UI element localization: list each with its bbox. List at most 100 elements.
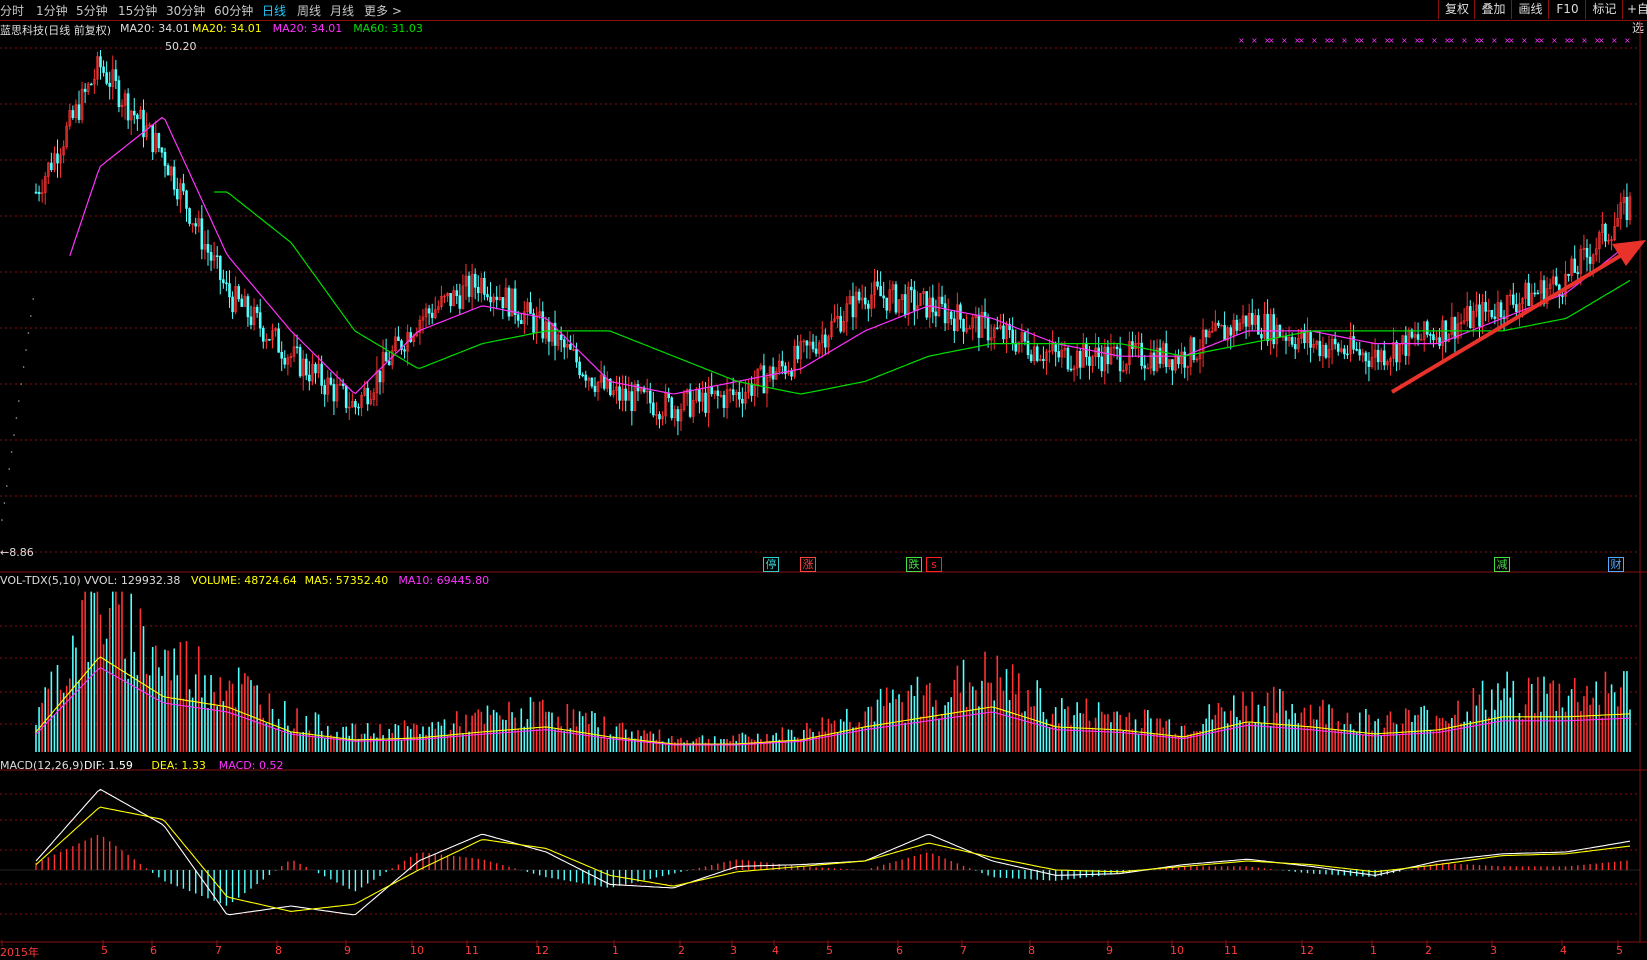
candle-body — [65, 125, 69, 148]
candle-body — [922, 291, 925, 294]
candle-body — [102, 66, 105, 73]
candle-body — [50, 162, 53, 170]
period-tab-6[interactable]: 日线 — [262, 4, 287, 18]
macd-dea-line — [35, 806, 1631, 912]
period-tab-9[interactable]: 更多 > — [364, 4, 402, 18]
signal-marker: × — [1568, 36, 1575, 45]
signal-marker: × — [1281, 36, 1288, 45]
candle-body — [716, 390, 720, 396]
toolbar-button-1[interactable]: 叠加 — [1474, 0, 1512, 19]
candle-body — [43, 176, 47, 193]
period-tab-7[interactable]: 周线 — [297, 4, 322, 18]
candle-body — [1171, 359, 1174, 371]
signal-marker: × — [1238, 36, 1245, 45]
candle-body — [885, 297, 889, 311]
period-toolbar: 分时 1分钟 5分钟 15分钟 30分钟 60分钟 日线 周线 月线 更多 > 复权 叠加 画线 F10… — [0, 0, 1647, 35]
candle-body — [652, 402, 655, 416]
candle-body — [1180, 351, 1183, 365]
candle-body — [1128, 341, 1131, 365]
candle-body — [1376, 349, 1380, 363]
x-label-10: 2 — [678, 944, 685, 957]
macd-dif-line — [35, 788, 1631, 916]
candle-body — [34, 191, 38, 194]
candle-body — [510, 288, 514, 317]
candle-body — [1060, 349, 1064, 358]
period-tab-5[interactable]: 60分钟 — [214, 4, 254, 18]
candle-body — [1201, 329, 1205, 354]
candle-body — [940, 296, 944, 304]
candle-body — [624, 388, 627, 401]
candle-body — [1349, 336, 1352, 355]
toolbar-button-3[interactable]: F10 — [1548, 0, 1586, 19]
candle-body — [108, 82, 112, 87]
x-label-2: 6 — [150, 944, 157, 957]
candle-body — [1318, 340, 1322, 357]
candle-body — [86, 83, 90, 92]
candle-body — [1527, 282, 1530, 306]
toolbar-button-4[interactable]: 标记 — [1585, 0, 1623, 19]
event-badge-3[interactable]: s — [926, 557, 942, 572]
period-tab-0[interactable]: 分时 — [0, 4, 25, 18]
toolbar-button-5[interactable]: +自选 — [1622, 0, 1647, 35]
candle-body — [1100, 356, 1104, 372]
candle-body — [1533, 292, 1537, 295]
candle-body — [655, 414, 658, 416]
candle-body — [1146, 367, 1150, 370]
candle-body — [268, 339, 271, 341]
event-badge-5[interactable]: 财 — [1608, 557, 1624, 572]
candle-body — [817, 342, 821, 354]
candle-body — [77, 104, 81, 120]
candle-body — [882, 295, 885, 299]
candle-body — [943, 303, 947, 324]
candle-body — [1017, 341, 1021, 352]
toolbar-button-0[interactable]: 复权 — [1438, 0, 1475, 19]
period-tab-1[interactable]: 1分钟 — [36, 4, 68, 18]
toolbar-button-2[interactable]: 画线 — [1511, 0, 1549, 19]
signal-marker: × — [1354, 36, 1361, 45]
period-tab-3[interactable]: 15分钟 — [118, 4, 158, 18]
candle-body — [670, 397, 674, 419]
candle-body — [1585, 247, 1589, 258]
event-badge-4[interactable]: 减 — [1494, 557, 1510, 572]
candle-body — [1601, 223, 1604, 233]
signal-marker: × — [1384, 36, 1391, 45]
candle-body — [286, 357, 290, 365]
x-label-24: 4 — [1560, 944, 1567, 957]
candle-body — [1152, 352, 1156, 371]
candle-body — [1619, 202, 1623, 219]
candle-body — [360, 394, 363, 408]
candle-body — [870, 294, 873, 309]
candle-body — [1057, 351, 1061, 358]
candle-body — [541, 311, 545, 339]
price-trail-dot — [32, 298, 34, 300]
x-label-17: 9 — [1106, 944, 1113, 957]
candle-body — [562, 339, 566, 348]
candle-body — [673, 409, 677, 419]
period-tab-2[interactable]: 5分钟 — [76, 4, 108, 18]
price-trail-dot — [8, 468, 10, 470]
candle-body — [197, 218, 201, 227]
signal-marker: × — [1341, 36, 1348, 45]
candle-body — [498, 297, 502, 301]
candle-body — [136, 114, 139, 120]
candle-body — [157, 133, 161, 149]
x-label-22: 2 — [1425, 944, 1432, 957]
candle-body — [375, 370, 379, 394]
event-badge-0[interactable]: 停 — [763, 557, 779, 572]
event-badge-2[interactable]: 跌 — [906, 557, 922, 572]
candle-body — [53, 153, 56, 170]
candle-body — [277, 328, 280, 353]
candle-body — [903, 294, 907, 316]
candle-body — [1610, 239, 1613, 241]
period-tab-4[interactable]: 30分钟 — [166, 4, 206, 18]
candle-body — [1613, 226, 1616, 240]
candle-body — [1226, 327, 1229, 341]
period-tab-8[interactable]: 月线 — [330, 4, 355, 18]
candle-body — [1573, 258, 1577, 273]
candle-body — [713, 390, 717, 395]
candle-body — [845, 303, 849, 322]
event-badge-1[interactable]: 涨 — [800, 557, 816, 572]
candle-body — [523, 311, 526, 324]
candle-body — [1484, 302, 1487, 312]
